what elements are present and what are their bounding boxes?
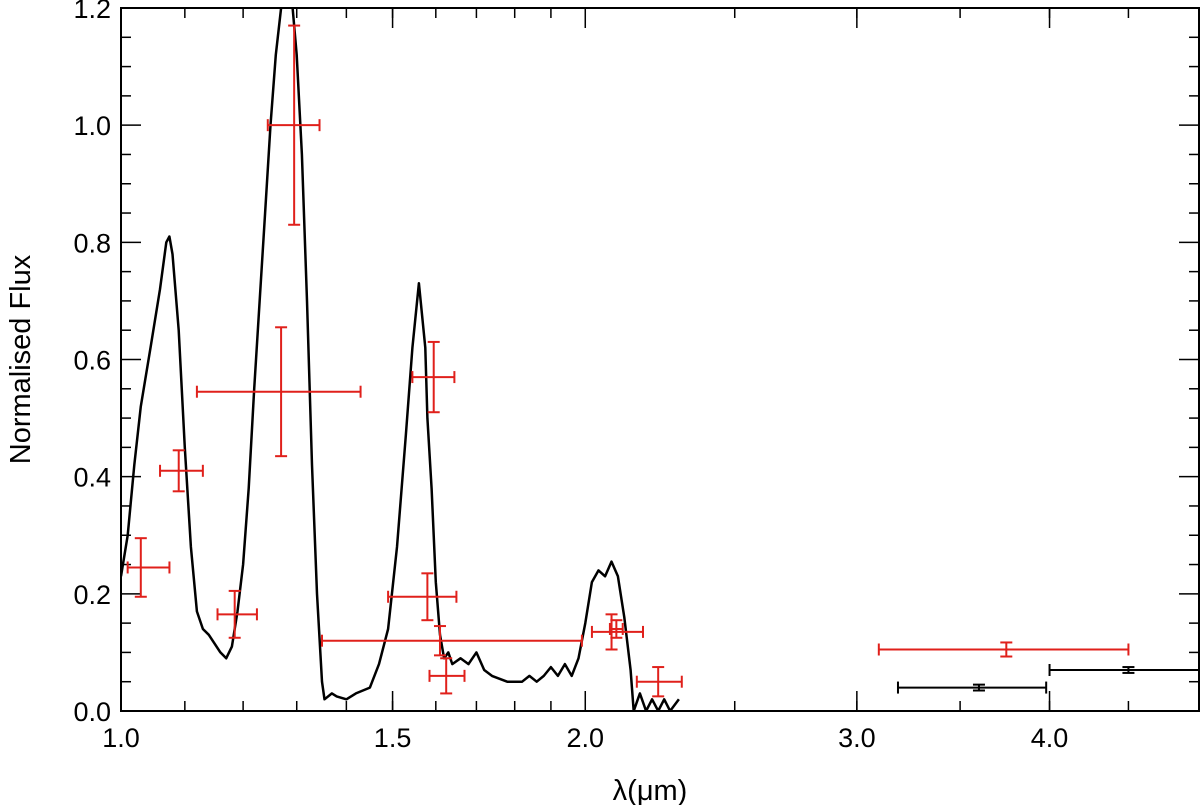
y-axis: 0.0 0.2 0.4 0.6 0.8 1.0 1.2	[73, 0, 1199, 727]
y-axis-title: Normalised Flux	[5, 254, 37, 464]
series-0	[126, 24, 1130, 698]
y-tick-label: 0.0	[73, 697, 111, 727]
x-axis: 1.0 1.5 2.0 3.0 4.0	[102, 8, 1200, 753]
data-points	[126, 24, 1200, 698]
error-bar-point	[266, 24, 321, 226]
error-bar-point	[321, 625, 583, 657]
model-spectrum	[121, 8, 680, 711]
y-tick-label: 0.2	[73, 580, 111, 610]
plot-frame	[120, 7, 1200, 712]
x-tick-label: 1.0	[102, 723, 140, 753]
plot-border	[120, 7, 1200, 712]
y-tick-label: 1.2	[73, 0, 111, 24]
error-bar-point	[387, 572, 458, 622]
error-bar-point	[411, 340, 456, 414]
error-bar-point	[877, 641, 1130, 658]
error-bar-point	[635, 666, 683, 698]
error-bar-point	[896, 681, 1048, 694]
x-axis-title: λ(μm)	[613, 775, 688, 805]
y-tick-label: 0.6	[73, 346, 111, 376]
x-tick-label: 3.0	[838, 723, 876, 753]
y-tick-label: 0.8	[73, 228, 111, 258]
error-bar-point	[126, 537, 171, 598]
y-tick-label: 1.0	[73, 111, 111, 141]
error-bar-point	[428, 657, 466, 695]
x-tick-label: 4.0	[1031, 723, 1069, 753]
error-bar-point	[608, 619, 624, 639]
model-spectrum-line	[121, 8, 680, 711]
error-bar-point	[195, 326, 362, 458]
x-tick-label: 2.0	[566, 723, 604, 753]
error-bar-point	[159, 449, 204, 493]
error-bar-point	[216, 589, 258, 639]
error-bar-point	[1048, 663, 1200, 676]
y-tick-label: 0.4	[73, 463, 111, 493]
x-tick-label: 1.5	[374, 723, 412, 753]
series-1	[896, 663, 1200, 694]
